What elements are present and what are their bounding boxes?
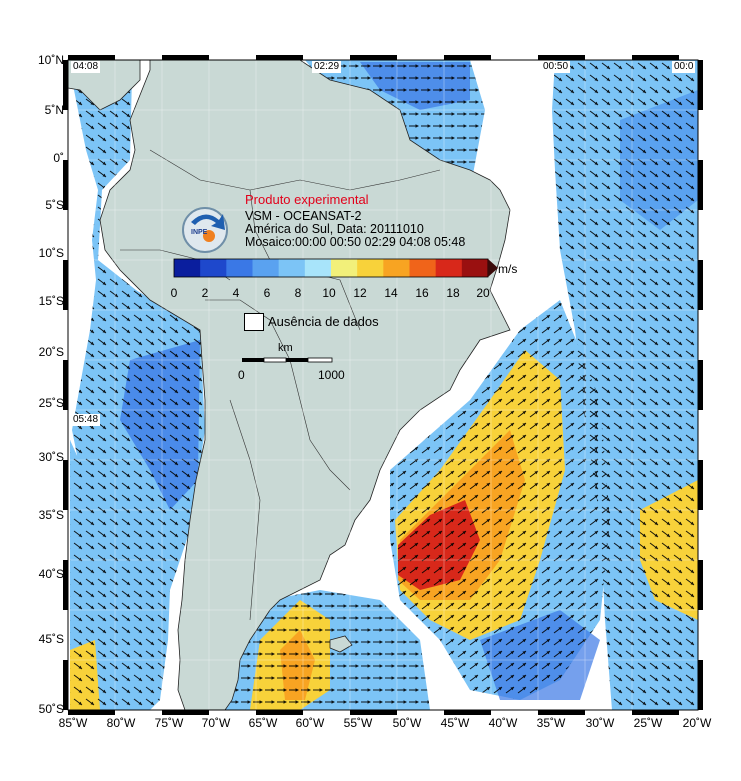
scale-unit: km: [278, 342, 293, 354]
colorbar-tick: 12: [353, 286, 367, 300]
colorbar-segment: [435, 259, 463, 277]
colorbar-segment: [174, 259, 201, 277]
lon-label: 60˚W: [295, 716, 325, 730]
colorbar-tick: 4: [232, 286, 240, 300]
lon-label: 30˚W: [585, 716, 615, 730]
lat-label: 50˚S: [38, 702, 64, 716]
colorbar-tick: 10: [322, 286, 336, 300]
map-frame: [63, 55, 703, 715]
graticule: [68, 60, 698, 710]
lon-label: 45˚W: [440, 716, 470, 730]
lat-label: 10˚N: [37, 53, 64, 67]
falkland-islands: [329, 635, 353, 653]
colorbar-arrow: [488, 259, 498, 277]
region-date: América do Sul, Data: 20111010: [245, 222, 424, 236]
colorbar-segment: [200, 259, 227, 277]
colorbar-unit: m/s: [498, 262, 518, 276]
colorbar-tick: 6: [263, 286, 271, 300]
lon-label: 85˚W: [58, 716, 88, 730]
colorbar-segment: [461, 259, 489, 277]
inpe-logo: INPE: [182, 207, 228, 253]
colorbar-segment: [252, 259, 280, 277]
scale-min-label: 0: [238, 368, 245, 382]
product-name: VSM - OCEANSAT-2: [245, 209, 362, 223]
swath-time-label: 04:08: [71, 61, 101, 73]
lat-label: 10˚S: [38, 246, 64, 260]
colorbar-tick: 18: [446, 286, 460, 300]
lon-label: 65˚W: [248, 716, 278, 730]
mosaic-times: Mosaico:00:00 00:50 02:29 04:08 05:48: [245, 235, 466, 249]
no-data-label: Ausência de dados: [268, 314, 379, 329]
colorbar-tick: 8: [294, 286, 302, 300]
colorbar-tick: 20: [476, 286, 490, 300]
lat-label: 5˚S: [45, 198, 64, 212]
colorbar: [173, 258, 489, 278]
wind-vectors: [70, 60, 698, 710]
lon-label: 25˚W: [633, 716, 663, 730]
lon-label: 80˚W: [106, 716, 136, 730]
colorbar-segment: [278, 259, 306, 277]
colorbar-tick: 2: [201, 286, 209, 300]
colorbar-tick: 16: [415, 286, 429, 300]
no-data-swatch: [244, 313, 264, 331]
lat-label: 20˚S: [38, 345, 64, 359]
lat-label: 30˚S: [38, 450, 64, 464]
colorbar-tick: 14: [384, 286, 398, 300]
svg-text:INPE: INPE: [191, 229, 208, 236]
lat-label: 40˚S: [38, 567, 64, 581]
lat-label: 5˚N: [44, 103, 64, 117]
colorbar-segment: [357, 259, 384, 277]
swath-time-label: 00:50: [541, 61, 571, 73]
lon-label: 50˚W: [392, 716, 422, 730]
lat-label: 15˚S: [38, 294, 64, 308]
swath-time-label: 05:48: [71, 414, 101, 426]
lat-label: 0˚: [53, 151, 64, 165]
lat-label: 35˚S: [38, 508, 64, 522]
lat-label: 45˚S: [38, 632, 64, 646]
colorbar-tick: 0: [170, 286, 178, 300]
experimental-product-title: Produto experimental: [245, 192, 369, 207]
lon-label: 70˚W: [201, 716, 231, 730]
lon-label: 75˚W: [154, 716, 184, 730]
lon-label: 35˚W: [536, 716, 566, 730]
lat-label: 25˚S: [38, 396, 64, 410]
swath-time-label: 02:29: [312, 61, 342, 73]
colorbar-segment: [226, 259, 253, 277]
colorbar-segment: [383, 259, 410, 277]
lon-label: 55˚W: [343, 716, 373, 730]
colorbar-segment: [331, 259, 358, 277]
swath-time-label: 00:0: [672, 61, 696, 73]
colorbar-segment: [409, 259, 437, 277]
colorbar-segment: [304, 259, 332, 277]
scale-max-label: 1000: [318, 368, 345, 382]
lon-label: 20˚W: [682, 716, 712, 730]
distance-scale: [242, 357, 333, 363]
lon-label: 40˚W: [488, 716, 518, 730]
